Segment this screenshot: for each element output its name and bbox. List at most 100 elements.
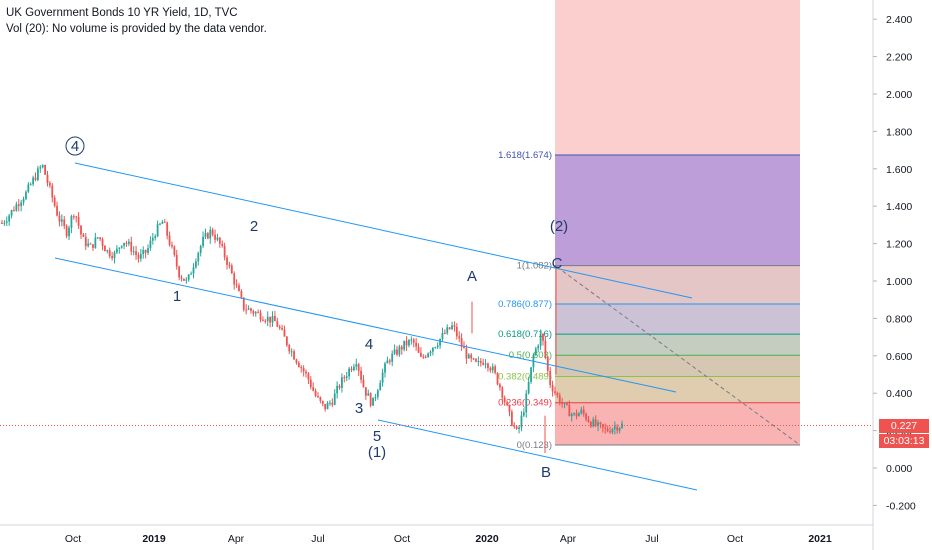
- candle-body: [99, 237, 102, 240]
- candle-body: [491, 366, 494, 371]
- candle-body: [185, 279, 188, 281]
- candle-body: [259, 312, 262, 320]
- candle-body: [276, 321, 279, 327]
- candle-body: [542, 333, 544, 341]
- candle-body: [48, 182, 51, 186]
- candle-body: [446, 327, 449, 334]
- candle-body: [218, 237, 221, 244]
- candle-body: [226, 257, 228, 265]
- candle-body: [400, 346, 403, 350]
- candle-body: [89, 243, 92, 245]
- candle-body: [262, 319, 264, 321]
- candle-body: [230, 265, 233, 274]
- candle-body: [352, 366, 355, 371]
- candle-body: [566, 402, 568, 405]
- candle-body: [46, 174, 49, 183]
- candle-body: [94, 237, 97, 248]
- candle-body: [549, 370, 552, 386]
- fib-level-label: 0(0.123): [517, 440, 552, 451]
- candle-body: [580, 409, 583, 414]
- candle-body: [104, 245, 106, 252]
- candle-body: [431, 347, 434, 352]
- candle-body: [415, 342, 418, 347]
- candle-body: [166, 222, 169, 236]
- candle-body: [515, 426, 518, 429]
- symbol-title[interactable]: UK Government Bonds 10 YR Yield, 1D, TVC: [6, 7, 238, 19]
- candle-body: [130, 241, 133, 252]
- wave-label: (1): [368, 444, 386, 461]
- time-tick-label: Oct: [727, 533, 743, 545]
- price-tick-label: 0.600: [886, 351, 912, 363]
- candle-body: [156, 224, 159, 237]
- candle-body: [374, 397, 377, 399]
- candle-body: [116, 248, 118, 253]
- candle-body: [499, 384, 501, 388]
- wave-label: A: [467, 268, 477, 285]
- candle-body: [175, 254, 178, 267]
- candle-body: [324, 403, 327, 410]
- candle-body: [118, 247, 121, 249]
- candle-body: [470, 354, 473, 359]
- drawing-layer[interactable]: [0, 162, 873, 491]
- candle-body: [312, 387, 315, 391]
- candle-body: [601, 424, 604, 428]
- price-axis[interactable]: 2.400 2.200 2.000 1.800 1.600 1.400 1.200 1.000…: [872, 0, 932, 550]
- candle-body: [70, 216, 73, 228]
- candle-body: [479, 361, 482, 363]
- candle-body: [321, 400, 324, 404]
- fib-level-label: 0.618(0.716): [498, 329, 552, 340]
- candle-body: [209, 229, 212, 239]
- candle-body: [163, 221, 166, 223]
- candle-body: [41, 165, 44, 168]
- candle-body: [305, 371, 307, 374]
- candle-body: [159, 223, 161, 225]
- candle-body: [235, 284, 238, 286]
- candle-body: [63, 219, 66, 227]
- candle-body: [221, 243, 224, 246]
- candle-body: [453, 325, 456, 327]
- candle-body: [520, 415, 523, 428]
- projection-dashed-line: [556, 266, 801, 446]
- candle-body: [297, 362, 300, 368]
- fib-extension-layer[interactable]: 1.618(1.674) 1(1.082) 0.786(0.877) 0.618(0.…: [498, 0, 800, 451]
- candle-body: [65, 226, 68, 237]
- candle-body: [561, 403, 564, 405]
- candle-body: [32, 177, 35, 185]
- candle-body: [92, 244, 94, 248]
- candle-body: [171, 244, 173, 247]
- candle-body: [336, 385, 339, 394]
- candle-body: [22, 199, 25, 203]
- wave-label: 1: [173, 288, 181, 305]
- candle-body: [582, 409, 585, 414]
- candle-body: [242, 297, 245, 310]
- candle-body: [29, 184, 32, 186]
- candle-body: [60, 219, 63, 222]
- wave-labels-layer: 4 1 2 3 4 5(1) A B C (2): [65, 136, 568, 481]
- candle-body: [34, 177, 37, 180]
- candle-body: [443, 332, 446, 334]
- time-tick-label: Jul: [311, 533, 324, 545]
- candle-body: [173, 246, 176, 255]
- price-tick-label: 1.200: [886, 239, 912, 251]
- candle-body: [307, 373, 310, 380]
- candle-body: [396, 349, 398, 355]
- candle-body: [75, 216, 78, 218]
- candle-body: [51, 185, 54, 198]
- candle-body: [285, 336, 288, 346]
- candle-body: [3, 222, 6, 224]
- candle-body: [96, 237, 99, 239]
- time-axis[interactable]: Oct 2019 Apr Jul Oct 2020 Apr Jul Oct 2021: [0, 524, 873, 545]
- candle-body: [393, 349, 396, 354]
- candle-body: [467, 354, 470, 359]
- candle-body: [592, 419, 595, 427]
- candle-body: [510, 411, 513, 426]
- candle-body: [369, 393, 372, 406]
- candle-body: [252, 310, 255, 314]
- candle-body: [441, 332, 444, 339]
- candle-body: [412, 339, 415, 343]
- candle-body: [271, 315, 274, 323]
- candle-body: [247, 308, 250, 310]
- candle-body: [228, 264, 231, 266]
- candle-body: [484, 363, 487, 365]
